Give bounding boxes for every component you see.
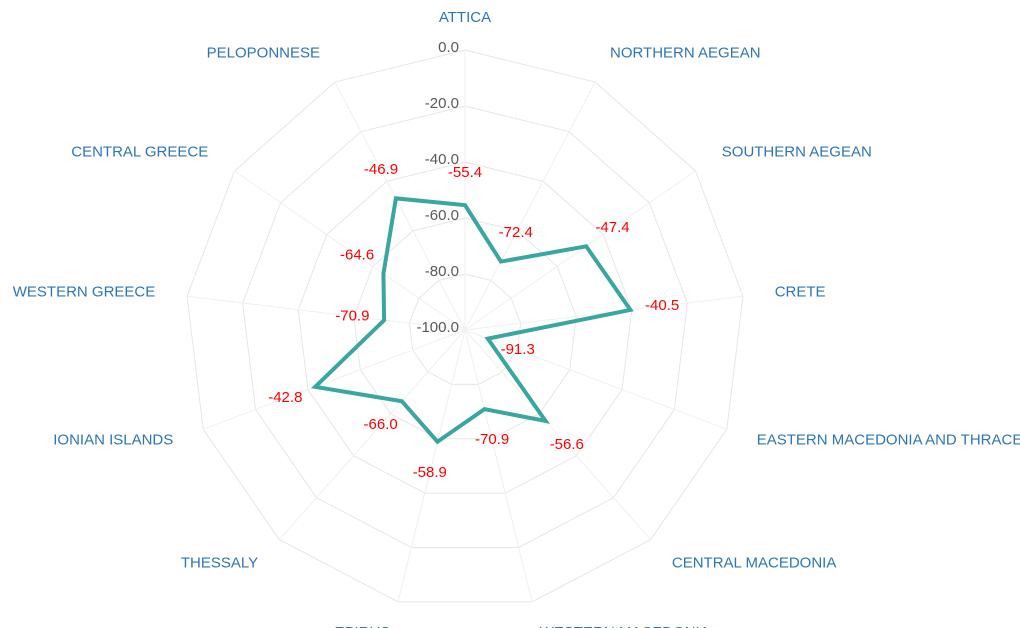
- spoke: [464, 329, 727, 430]
- spoke: [278, 329, 466, 540]
- category-label: NORTHERN AEGEAN: [610, 45, 761, 62]
- data-label: -64.6: [340, 246, 374, 263]
- category-label: WESTERN GREECE: [13, 283, 156, 300]
- spoke: [186, 295, 466, 331]
- category-label: CENTRAL GREECE: [71, 144, 208, 161]
- data-label: -91.3: [501, 341, 535, 358]
- data-label: -40.5: [645, 297, 679, 314]
- category-label: ATTICA: [439, 9, 491, 26]
- data-label: -70.9: [335, 307, 369, 324]
- r-tick-label: -40.0: [425, 151, 459, 168]
- category-label: PELOPONNESE: [207, 45, 320, 62]
- r-tick-label: -20.0: [425, 95, 459, 112]
- spoke: [334, 81, 466, 331]
- r-tick-label: -80.0: [425, 263, 459, 280]
- category-label: THESSALY: [181, 555, 258, 572]
- grid-ring: [353, 217, 577, 440]
- grid-ring: [408, 273, 522, 385]
- spoke: [464, 170, 696, 331]
- category-label: IONIAN ISLANDS: [53, 432, 173, 449]
- category-label: EPIRUS: [334, 624, 390, 628]
- data-label: -55.4: [448, 164, 482, 181]
- grid-ring: [242, 105, 688, 548]
- r-tick-label: -60.0: [425, 207, 459, 224]
- data-label: -66.0: [364, 416, 398, 433]
- category-label: CRETE: [775, 283, 826, 300]
- spoke: [397, 329, 466, 602]
- r-tick-label: -100.0: [416, 319, 459, 336]
- data-label: -42.8: [268, 389, 302, 406]
- spoke: [464, 81, 596, 331]
- data-label: -58.9: [413, 464, 447, 481]
- spoke: [464, 329, 533, 602]
- category-label: WESTERN MACEDONIA: [540, 624, 710, 628]
- spoke: [464, 295, 744, 331]
- category-label: SOUTHERN AEGEAN: [722, 144, 872, 161]
- data-label: -46.9: [364, 161, 398, 178]
- grid-ring: [297, 161, 633, 494]
- category-label: EASTERN MACEDONIA AND THRACE: [757, 432, 1020, 449]
- spoke: [234, 170, 466, 331]
- grid-ring: [186, 49, 744, 603]
- r-tick-label: 0.0: [438, 39, 459, 56]
- data-label: -72.4: [499, 224, 533, 241]
- spoke: [203, 329, 466, 430]
- series-line: [311, 196, 634, 445]
- spoke: [464, 329, 652, 540]
- data-label: -56.6: [550, 436, 584, 453]
- category-label: CENTRAL MACEDONIA: [672, 555, 836, 572]
- data-label: -70.9: [475, 431, 509, 448]
- data-label: -47.4: [595, 219, 629, 236]
